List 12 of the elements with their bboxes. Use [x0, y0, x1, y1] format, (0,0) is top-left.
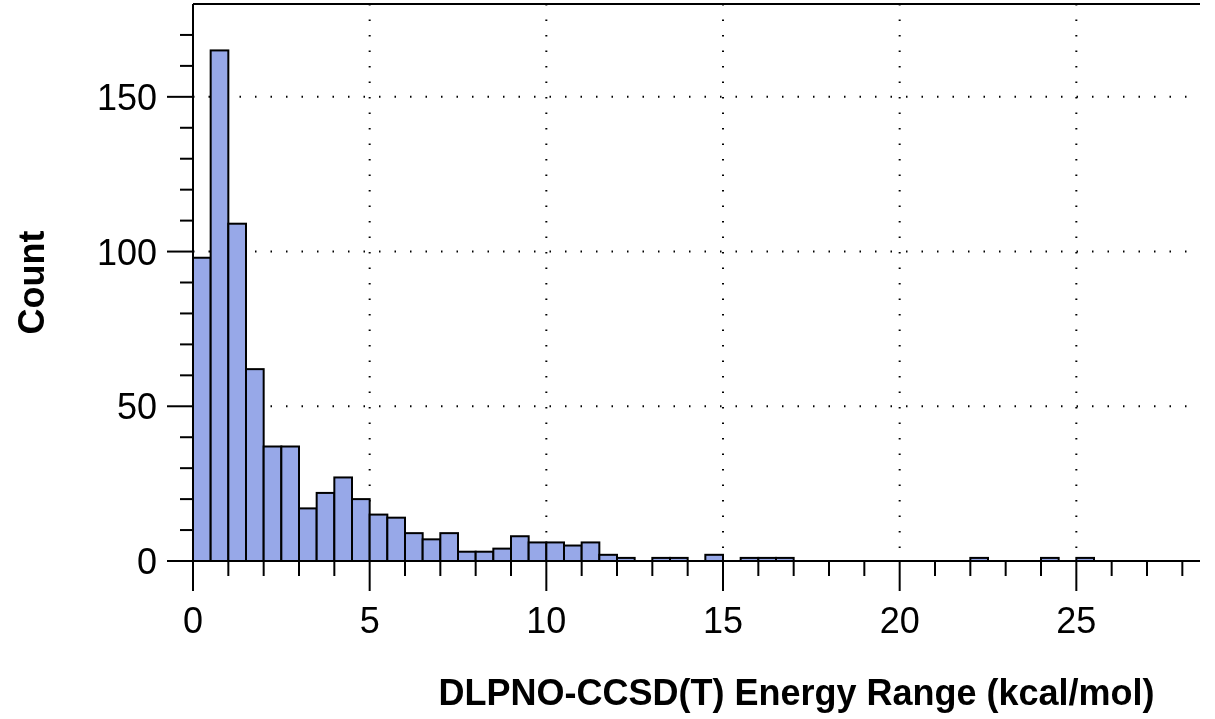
x-tick-label: 20 — [879, 600, 920, 641]
x-tick-label: 15 — [702, 600, 744, 641]
x-tick-label: 10 — [526, 600, 567, 641]
y-tick-label: 150 — [96, 76, 157, 118]
y-tick-label: 50 — [116, 386, 157, 428]
y-tick-label: 100 — [96, 231, 157, 273]
x-tick-label: 0 — [182, 600, 204, 641]
x-tick-label: 5 — [359, 600, 380, 641]
y-tick-label: 0 — [136, 541, 157, 582]
y-axis-title: Count — [11, 230, 52, 335]
x-axis-title: DLPNO-CCSD(T) Energy Range (kcal/mol) — [438, 672, 1155, 713]
x-tick-label: 25 — [1056, 600, 1097, 641]
